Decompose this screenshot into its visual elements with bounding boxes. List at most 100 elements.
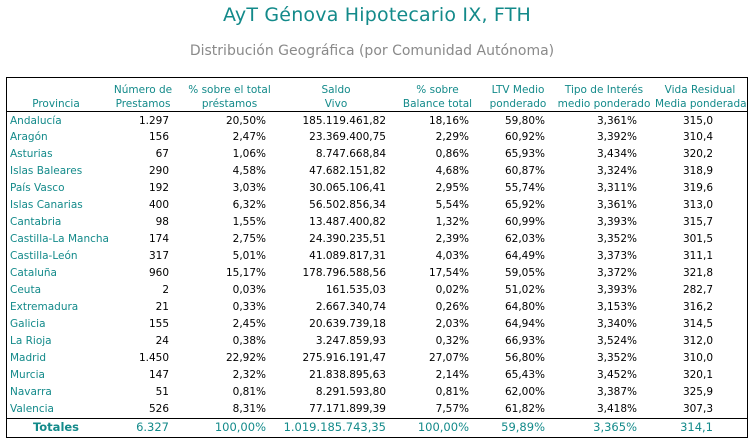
cell-pct-total-prestamos: 2,32% xyxy=(232,369,266,381)
cell-ltv-medio: 60,99% xyxy=(504,216,545,228)
header-line1: % sobre el total xyxy=(188,84,271,96)
cell-provincia: Islas Canarias xyxy=(10,199,83,211)
cell-tipo-interes: 3,311% xyxy=(596,182,637,194)
cell-pct-total-prestamos: 22,92% xyxy=(225,352,266,364)
totals-label: Totales xyxy=(32,419,80,434)
table-row: Cantabria 98 1,55% 13.487.400,82 1,32% 60,99%… xyxy=(7,214,747,231)
cell-numero-prestamos: 155 xyxy=(148,318,169,330)
table-row: Islas Canarias 400 6,32% 56.502.856,34 5,54%… xyxy=(7,197,747,214)
cell-provincia: La Rioja xyxy=(10,335,52,347)
distribution-table-frame: Provincia Número de Prestamos % sobre el to… xyxy=(6,77,748,438)
cell-vida-residual: 282,7 xyxy=(682,284,713,296)
cell-saldo-vivo: 24.390.235,51 xyxy=(309,233,386,245)
header-line1: Tipo de Interés xyxy=(564,84,644,96)
report-subtitle: Distribución Geográfica (por Comunidad A… xyxy=(189,43,555,59)
cell-pct-balance-total: 2,14% xyxy=(435,369,469,381)
cell-pct-total-prestamos: 15,17% xyxy=(225,267,266,279)
cell-tipo-interes: 3,361% xyxy=(596,199,637,211)
cell-ltv-medio: 56,80% xyxy=(504,352,545,364)
cell-numero-prestamos: 51 xyxy=(155,386,169,398)
total-numero-prestamos: 6.327 xyxy=(136,419,169,434)
header-line1: Número de xyxy=(113,84,173,96)
cell-ltv-medio: 66,93% xyxy=(504,335,545,347)
table-row: Extremadura 21 0,33% 2.667.340,74 0,26% 64,80… xyxy=(7,299,747,316)
total-tipo-interes: 3,365% xyxy=(593,419,637,434)
cell-provincia: Ceuta xyxy=(10,284,41,296)
cell-ltv-medio: 51,02% xyxy=(504,284,545,296)
cell-numero-prestamos: 317 xyxy=(148,250,169,262)
cell-vida-residual: 301,5 xyxy=(682,233,713,245)
cell-vida-residual: 320,2 xyxy=(682,148,713,160)
header-line2: Vivo xyxy=(324,98,348,110)
header-line2: Media ponderada xyxy=(655,98,747,110)
cell-numero-prestamos: 2 xyxy=(162,284,169,296)
header-line2: Balance total xyxy=(402,98,473,110)
cell-pct-balance-total: 4,68% xyxy=(435,165,469,177)
cell-saldo-vivo: 8.747.668,84 xyxy=(315,148,386,160)
cell-saldo-vivo: 41.089.817,31 xyxy=(309,250,386,262)
cell-pct-balance-total: 17,54% xyxy=(428,267,469,279)
total-pct-total-prestamos: 100,00% xyxy=(214,419,266,434)
cell-pct-total-prestamos: 2,75% xyxy=(232,233,266,245)
cell-vida-residual: 312,0 xyxy=(682,335,713,347)
cell-pct-balance-total: 0,86% xyxy=(435,148,469,160)
header-line2: préstamos xyxy=(201,98,258,110)
cell-vida-residual: 307,3 xyxy=(682,402,713,415)
cell-numero-prestamos: 98 xyxy=(155,216,169,228)
cell-pct-total-prestamos: 0,38% xyxy=(232,335,266,347)
cell-saldo-vivo: 161.535,03 xyxy=(325,284,386,296)
cell-pct-total-prestamos: 1,55% xyxy=(232,216,266,228)
cell-numero-prestamos: 147 xyxy=(148,369,169,381)
cell-vida-residual: 315,7 xyxy=(682,216,713,228)
cell-vida-residual: 325,9 xyxy=(682,386,713,398)
cell-numero-prestamos: 192 xyxy=(148,182,169,194)
cell-provincia: Galicia xyxy=(10,318,46,330)
totals-row: Totales 6.327 100,00% 1.019.185.743,35 100,0… xyxy=(7,418,747,436)
cell-tipo-interes: 3,387% xyxy=(596,386,637,398)
header-line2: Provincia xyxy=(32,98,80,110)
cell-saldo-vivo: 47.682.151,82 xyxy=(309,165,386,177)
cell-vida-residual: 318,9 xyxy=(682,165,713,177)
cell-pct-total-prestamos: 5,01% xyxy=(232,250,266,262)
cell-provincia: Castilla-León xyxy=(10,250,78,262)
cell-pct-balance-total: 2,39% xyxy=(435,233,469,245)
cell-pct-total-prestamos: 0,03% xyxy=(232,284,266,296)
cell-ltv-medio: 65,43% xyxy=(504,369,545,381)
table-row: Madrid 1.450 22,92% 275.916.191,47 27,07% 56,… xyxy=(7,350,747,367)
cell-provincia: Murcia xyxy=(10,369,45,381)
cell-ltv-medio: 60,92% xyxy=(504,131,545,143)
table-row: Cataluña 960 15,17% 178.796.588,56 17,54% 59,… xyxy=(7,265,747,282)
cell-saldo-vivo: 8.291.593,80 xyxy=(315,386,386,398)
header-pct-total-prestamos: % sobre el total préstamos xyxy=(181,78,278,112)
cell-pct-total-prestamos: 0,33% xyxy=(232,301,266,313)
table-header-row: Provincia Número de Prestamos % sobre el to… xyxy=(7,78,747,112)
cell-tipo-interes: 3,392% xyxy=(596,131,637,143)
header-ltv-medio: LTV Medio ponderado xyxy=(481,78,555,112)
cell-pct-total-prestamos: 20,50% xyxy=(225,115,266,127)
cell-tipo-interes: 3,373% xyxy=(596,250,637,262)
cell-ltv-medio: 61,82% xyxy=(504,402,545,415)
header-line2: medio ponderado xyxy=(557,98,651,110)
cell-provincia: Asturias xyxy=(10,148,53,160)
cell-ltv-medio: 62,03% xyxy=(504,233,545,245)
cell-ltv-medio: 60,87% xyxy=(504,165,545,177)
cell-numero-prestamos: 174 xyxy=(148,233,169,245)
cell-pct-balance-total: 5,54% xyxy=(435,199,469,211)
table-row: La Rioja 24 0,38% 3.247.859,93 0,32% 66,93% 3,… xyxy=(7,333,747,350)
cell-provincia: Islas Baleares xyxy=(10,165,83,177)
cell-ltv-medio: 64,49% xyxy=(504,250,545,262)
cell-numero-prestamos: 290 xyxy=(148,165,169,177)
cell-provincia: Extremadura xyxy=(10,301,79,313)
cell-ltv-medio: 59,05% xyxy=(504,267,545,279)
table-row: Aragón 156 2,47% 23.369.400,75 2,29% 60,92% 3,… xyxy=(7,129,747,146)
cell-tipo-interes: 3,434% xyxy=(596,148,637,160)
cell-saldo-vivo: 23.369.400,75 xyxy=(309,131,386,143)
cell-pct-balance-total: 1,32% xyxy=(435,216,469,228)
cell-provincia: Castilla-La Mancha xyxy=(10,233,109,245)
table-row: Valencia 526 8,31% 77.171.899,39 7,57% 61,82%… xyxy=(7,401,747,418)
cell-ltv-medio: 65,92% xyxy=(504,199,545,211)
cell-tipo-interes: 3,324% xyxy=(596,165,637,177)
cell-saldo-vivo: 275.916.191,47 xyxy=(302,352,387,364)
cell-saldo-vivo: 21.838.895,63 xyxy=(309,369,386,381)
header-provincia: Provincia xyxy=(7,78,105,112)
